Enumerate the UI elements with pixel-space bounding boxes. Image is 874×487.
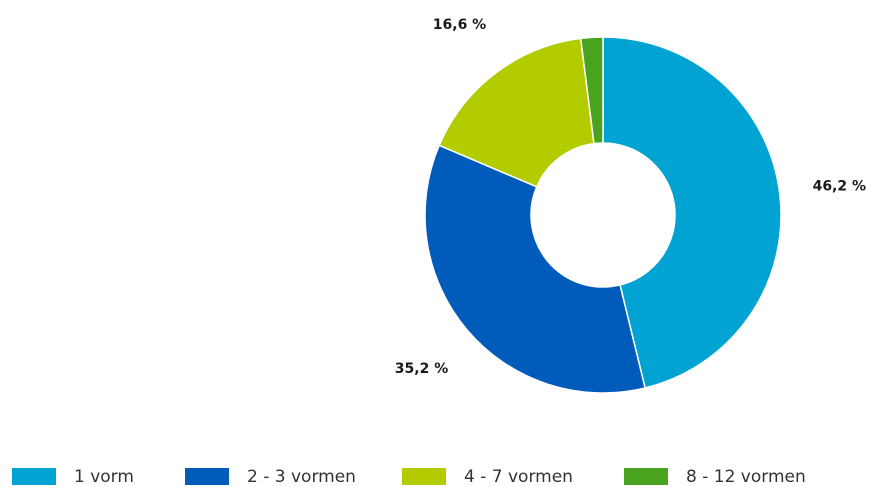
legend-label: 2 - 3 vormen [247, 467, 356, 487]
donut-slice [424, 144, 647, 394]
legend-swatch [185, 468, 229, 485]
legend-swatch [402, 468, 446, 485]
legend-swatch [12, 468, 56, 485]
donut-slice [602, 36, 782, 389]
slice-label: 35,2 % [395, 361, 448, 377]
donut-slice [579, 36, 604, 145]
legend-label: 4 - 7 vormen [464, 467, 573, 487]
legend-swatch [624, 468, 668, 485]
slice-label: 16,6 % [433, 17, 486, 33]
legend-label: 1 vorm [74, 467, 134, 487]
legend-label: 8 - 12 vormen [686, 467, 806, 487]
donut-slice [438, 37, 595, 188]
slice-label: 46,2 % [813, 179, 866, 195]
